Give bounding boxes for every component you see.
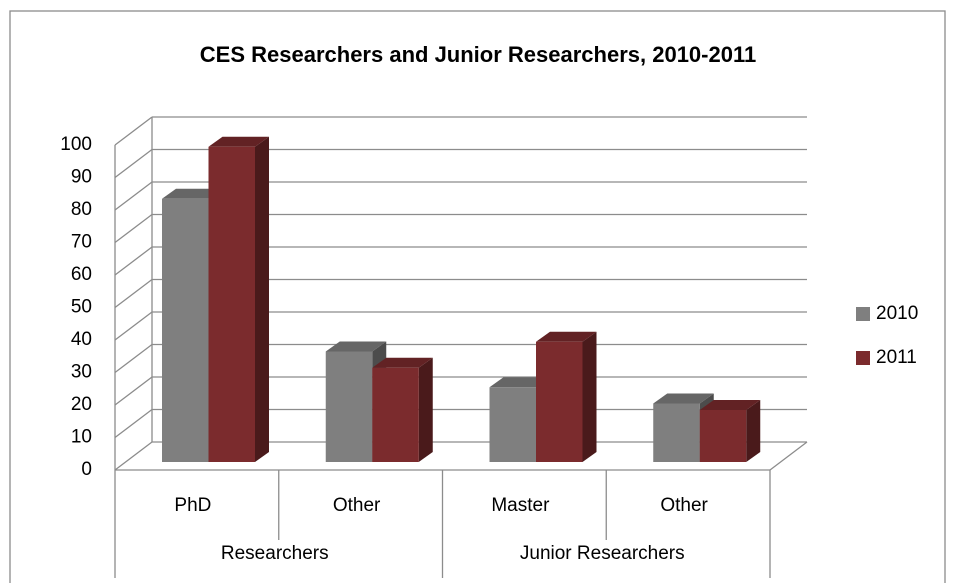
- grid-line: [114, 441, 153, 471]
- x-tick-label: Other: [333, 495, 381, 516]
- y-tick-label: 60: [71, 264, 92, 285]
- legend-swatch: [856, 351, 870, 365]
- y-tick-label: 70: [71, 232, 92, 253]
- bar: [699, 410, 747, 462]
- grid-line: [114, 116, 153, 146]
- bar-top: [325, 341, 387, 352]
- grid-line: [114, 278, 153, 309]
- legend-swatch: [856, 307, 870, 321]
- y-tick-label: 50: [71, 297, 92, 318]
- bar: [208, 146, 255, 462]
- grid-line: [114, 148, 153, 179]
- bar-top: [208, 136, 269, 147]
- y-tick-label: 20: [71, 394, 92, 415]
- bar: [372, 367, 419, 462]
- bar-top: [372, 357, 433, 368]
- chart-title: CES Researchers and Junior Researchers, …: [200, 42, 756, 67]
- legend-label: 2011: [876, 347, 917, 368]
- bar: [489, 387, 536, 462]
- grid-line: [114, 343, 153, 374]
- grid-line: [114, 213, 153, 244]
- grid-line: [114, 246, 153, 276]
- bar-top: [489, 377, 550, 388]
- x-tick-label: PhD: [174, 495, 211, 516]
- grid-line: [114, 376, 153, 406]
- y-tick-label: 10: [71, 427, 92, 448]
- bar-side: [746, 400, 761, 462]
- bar: [536, 341, 583, 462]
- grid-line: [114, 311, 153, 341]
- bar-side: [582, 331, 597, 462]
- bar-side: [255, 136, 269, 462]
- legend-label: 2010: [876, 303, 918, 324]
- group-label: Researchers: [221, 543, 329, 564]
- bar-top: [536, 331, 597, 342]
- y-tick-label: 40: [71, 329, 92, 350]
- bar-side: [418, 357, 433, 462]
- bar-top: [699, 400, 761, 410]
- x-tick-label: Master: [491, 495, 550, 516]
- floor-edge: [769, 441, 808, 471]
- y-tick-label: 80: [71, 199, 92, 220]
- group-label: Junior Researchers: [520, 543, 685, 564]
- bar: [162, 198, 209, 462]
- bar-top: [653, 393, 714, 404]
- bar: [325, 351, 373, 462]
- grid-line: [114, 181, 153, 211]
- bar-top: [162, 188, 223, 199]
- y-tick-label: 30: [71, 362, 92, 383]
- y-tick-label: 0: [81, 459, 92, 480]
- chart-border: [9, 10, 946, 583]
- bar: [653, 403, 700, 462]
- x-tick-label: Other: [660, 495, 708, 516]
- grid-line: [114, 408, 153, 439]
- y-tick-label: 100: [60, 134, 92, 155]
- y-tick-label: 90: [71, 167, 92, 188]
